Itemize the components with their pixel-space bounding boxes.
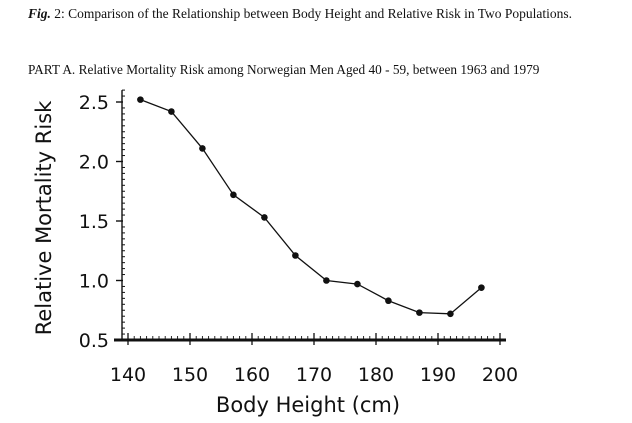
y-axis-title: Relative Mortality Risk [32, 100, 56, 335]
y-tick-label: 1.0 [79, 271, 109, 293]
x-tick-label: 180 [358, 364, 394, 386]
x-tick-label: 190 [420, 364, 456, 386]
data-point [323, 277, 330, 284]
x-tick-label: 150 [172, 364, 208, 386]
figure-caption-text: 2: Comparison of the Relationship betwee… [50, 6, 573, 21]
series-line [140, 99, 482, 315]
figure-label: Fig. [28, 6, 51, 21]
data-point [385, 297, 392, 305]
x-tick-label: 140 [110, 364, 146, 386]
figure-caption: Fig. 2: Comparison of the Relationship b… [28, 4, 616, 23]
data-point [230, 191, 237, 199]
x-tick-label: 200 [482, 364, 518, 386]
y-tick-label: 2.5 [79, 92, 109, 114]
data-point [416, 309, 423, 316]
data-point [478, 284, 485, 291]
x-axis-title: Body Height (cm) [216, 393, 400, 417]
y-tick-label: 0.5 [79, 330, 109, 352]
data-point [447, 310, 454, 318]
y-tick-label: 1.5 [79, 211, 109, 233]
data-point [168, 108, 175, 115]
data-point [199, 145, 206, 152]
data-point [354, 280, 361, 288]
data-point [292, 252, 299, 259]
x-tick-label: 170 [296, 364, 332, 386]
chart-title: PART A. Relative Mortality Risk among No… [28, 62, 540, 77]
data-point [261, 214, 268, 221]
y-tick-label: 2.0 [79, 152, 109, 174]
x-tick-label: 160 [234, 364, 270, 386]
data-point [137, 96, 144, 103]
